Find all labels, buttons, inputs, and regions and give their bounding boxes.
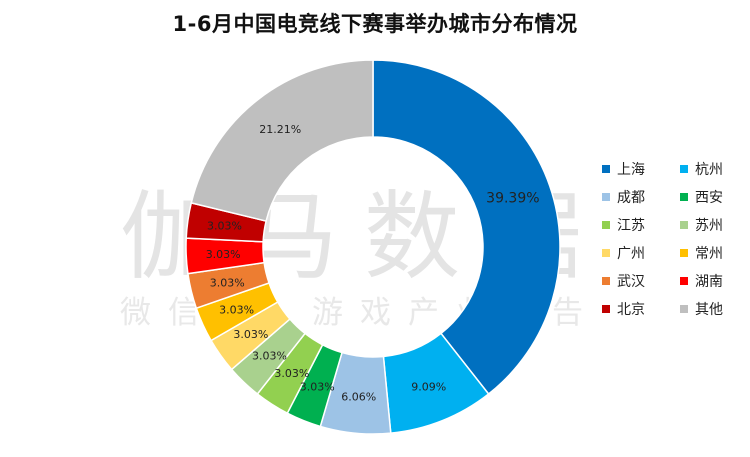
legend-label: 上海	[617, 162, 645, 178]
slice-label-3: 3.03%	[300, 380, 335, 393]
legend-item-6: 广州	[602, 244, 680, 262]
slice-label-9: 3.03%	[206, 248, 241, 261]
legend-swatch	[602, 193, 610, 201]
legend: 上海 杭州成都 西安江苏 苏州广州 常州武汉 湖南北京 其他	[602, 160, 750, 318]
legend-item-7: 常州	[680, 244, 750, 262]
legend-swatch	[680, 221, 688, 229]
legend-item-9: 湖南	[680, 272, 750, 290]
slice-label-5: 3.03%	[252, 350, 287, 363]
slice-0	[372, 59, 561, 396]
legend-item-5: 苏州	[680, 216, 750, 234]
legend-swatch	[602, 305, 610, 313]
legend-item-11: 其他	[680, 300, 750, 318]
legend-item-0: 上海	[602, 160, 680, 178]
legend-item-3: 西安	[680, 188, 750, 206]
legend-label: 湖南	[695, 274, 723, 290]
slice-11	[190, 59, 374, 222]
legend-swatch	[602, 221, 610, 229]
legend-swatch	[602, 249, 610, 257]
legend-label: 西安	[695, 190, 723, 206]
legend-swatch	[602, 165, 610, 173]
legend-item-4: 江苏	[602, 216, 680, 234]
legend-swatch	[680, 165, 688, 173]
slice-label-11: 21.21%	[259, 123, 301, 136]
slice-label-10: 3.03%	[207, 220, 242, 233]
slice-label-7: 3.03%	[219, 303, 254, 316]
legend-label: 武汉	[617, 274, 645, 290]
legend-item-2: 成都	[602, 188, 680, 206]
chart-title: 1-6月中国电竞线下赛事举办城市分布情况	[172, 12, 578, 36]
legend-item-10: 北京	[602, 300, 680, 318]
legend-label: 其他	[695, 302, 723, 318]
legend-label: 成都	[617, 190, 645, 206]
legend-label: 江苏	[617, 218, 645, 234]
legend-item-8: 武汉	[602, 272, 680, 290]
legend-item-1: 杭州	[680, 160, 750, 178]
legend-swatch	[680, 249, 688, 257]
legend-label: 杭州	[695, 162, 723, 178]
donut-slices	[185, 59, 561, 435]
legend-label: 常州	[695, 246, 723, 262]
slice-label-8: 3.03%	[210, 276, 245, 289]
slice-label-1: 9.09%	[411, 380, 446, 393]
slice-label-0: 39.39%	[486, 191, 539, 207]
slice-label-2: 6.06%	[341, 390, 376, 403]
legend-label: 广州	[617, 246, 645, 262]
legend-swatch	[680, 277, 688, 285]
legend-swatch	[602, 277, 610, 285]
legend-swatch	[680, 193, 688, 201]
legend-swatch	[680, 305, 688, 313]
legend-label: 北京	[617, 302, 645, 318]
slice-label-4: 3.03%	[274, 367, 309, 380]
slice-label-6: 3.03%	[233, 328, 268, 341]
slice-labels: 39.39%9.09%6.06%3.03%3.03%3.03%3.03%3.03…	[206, 123, 540, 403]
legend-label: 苏州	[695, 218, 723, 234]
